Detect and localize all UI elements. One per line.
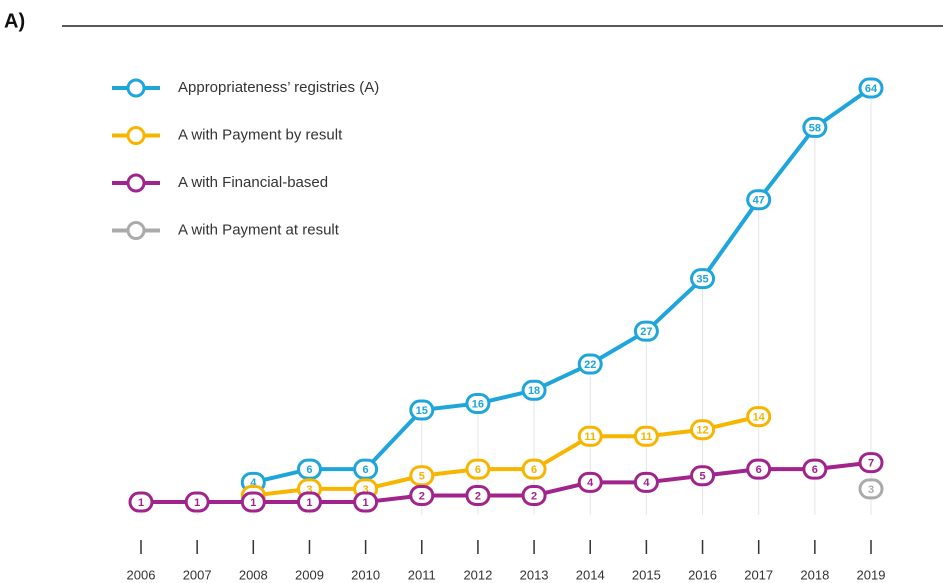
data-label: 22 (584, 359, 596, 371)
point-marker (409, 399, 435, 421)
data-label: 4 (643, 477, 650, 489)
data-label: 2 (475, 490, 481, 502)
x-tick-label: 2016 (688, 567, 717, 582)
point-marker (296, 491, 322, 513)
x-tick-label: 2008 (239, 567, 268, 582)
point-marker (746, 458, 772, 480)
data-label: 6 (531, 464, 537, 476)
data-label: 27 (640, 326, 652, 338)
point-marker (353, 458, 379, 480)
x-tick-label: 2015 (632, 567, 661, 582)
data-label: 1 (306, 497, 312, 509)
data-label: 6 (363, 464, 369, 476)
point-marker (577, 471, 603, 493)
data-label: 3 (306, 484, 312, 496)
data-label: 6 (475, 464, 481, 476)
data-label: 1 (194, 497, 200, 509)
data-label: 35 (696, 273, 708, 285)
point-marker (746, 189, 772, 211)
x-tick-label: 2007 (183, 567, 212, 582)
point-marker (465, 458, 491, 480)
point-marker (858, 478, 884, 500)
point-marker (521, 379, 547, 401)
x-tick-label: 2006 (127, 567, 156, 582)
point-marker (633, 471, 659, 493)
data-label: 5 (699, 471, 705, 483)
data-label: 58 (809, 122, 821, 134)
data-label: 7 (868, 458, 874, 470)
data-label: 18 (528, 385, 540, 397)
point-marker (409, 484, 435, 506)
point-marker (690, 268, 716, 290)
legend-marker (126, 221, 146, 240)
x-tick-label: 2013 (520, 567, 549, 582)
data-label: 1 (138, 497, 144, 509)
point-marker (690, 419, 716, 441)
data-label: 6 (756, 464, 762, 476)
data-label: 16 (472, 398, 484, 410)
x-tick-label: 2010 (351, 567, 380, 582)
point-marker (577, 353, 603, 375)
point-marker (633, 425, 659, 447)
point-marker (184, 491, 210, 513)
data-label: 2 (419, 490, 425, 502)
x-tick-label: 2017 (744, 567, 773, 582)
x-tick-label: 2011 (408, 567, 436, 582)
x-tick-label: 2019 (857, 567, 886, 582)
point-marker (465, 392, 491, 414)
data-label: 15 (416, 405, 428, 417)
legend-label: A with Payment at result (178, 221, 340, 238)
point-marker (802, 458, 828, 480)
point-marker (521, 484, 547, 506)
series-line (252, 86, 873, 485)
point-marker (633, 320, 659, 342)
data-label: 6 (812, 464, 818, 476)
point-marker (690, 465, 716, 487)
point-marker (240, 491, 266, 513)
data-label: 1 (363, 497, 369, 509)
point-marker (521, 458, 547, 480)
point-marker (296, 458, 322, 480)
data-label: 6 (306, 464, 312, 476)
x-tick-label: 2012 (463, 567, 492, 582)
legend-marker (126, 126, 146, 145)
point-marker (746, 406, 772, 428)
data-label: 12 (696, 425, 708, 437)
x-tick-label: 2018 (800, 567, 829, 582)
data-label: 4 (250, 477, 257, 489)
legend-label: Appropriateness’ registries (A) (178, 79, 379, 96)
legend-label: A with Financial-based (178, 174, 328, 191)
data-label: 14 (753, 412, 766, 424)
point-marker (802, 116, 828, 138)
point-marker (577, 425, 603, 447)
data-label: 1 (250, 497, 256, 509)
chart-title: A) (4, 10, 25, 32)
series-line (253, 414, 760, 498)
point-marker (128, 491, 154, 513)
data-label: 3 (868, 484, 874, 496)
legend-marker (126, 78, 146, 98)
point-marker (858, 77, 884, 99)
point-marker (353, 491, 379, 513)
data-label: 3 (363, 484, 369, 496)
x-tick-label: 2014 (576, 567, 605, 582)
data-label: 2 (531, 490, 537, 502)
point-marker (409, 465, 435, 487)
data-label: 11 (641, 431, 653, 443)
legend-label: A with Payment by result (178, 126, 343, 143)
point-marker (465, 484, 491, 506)
point-marker (858, 452, 884, 474)
x-tick-label: 2009 (295, 567, 324, 582)
data-label: 47 (753, 195, 765, 207)
data-label: 11 (584, 431, 596, 443)
data-label: 5 (419, 471, 425, 483)
legend-marker (126, 173, 146, 193)
data-label: 64 (865, 83, 878, 95)
data-label: 4 (587, 477, 594, 489)
